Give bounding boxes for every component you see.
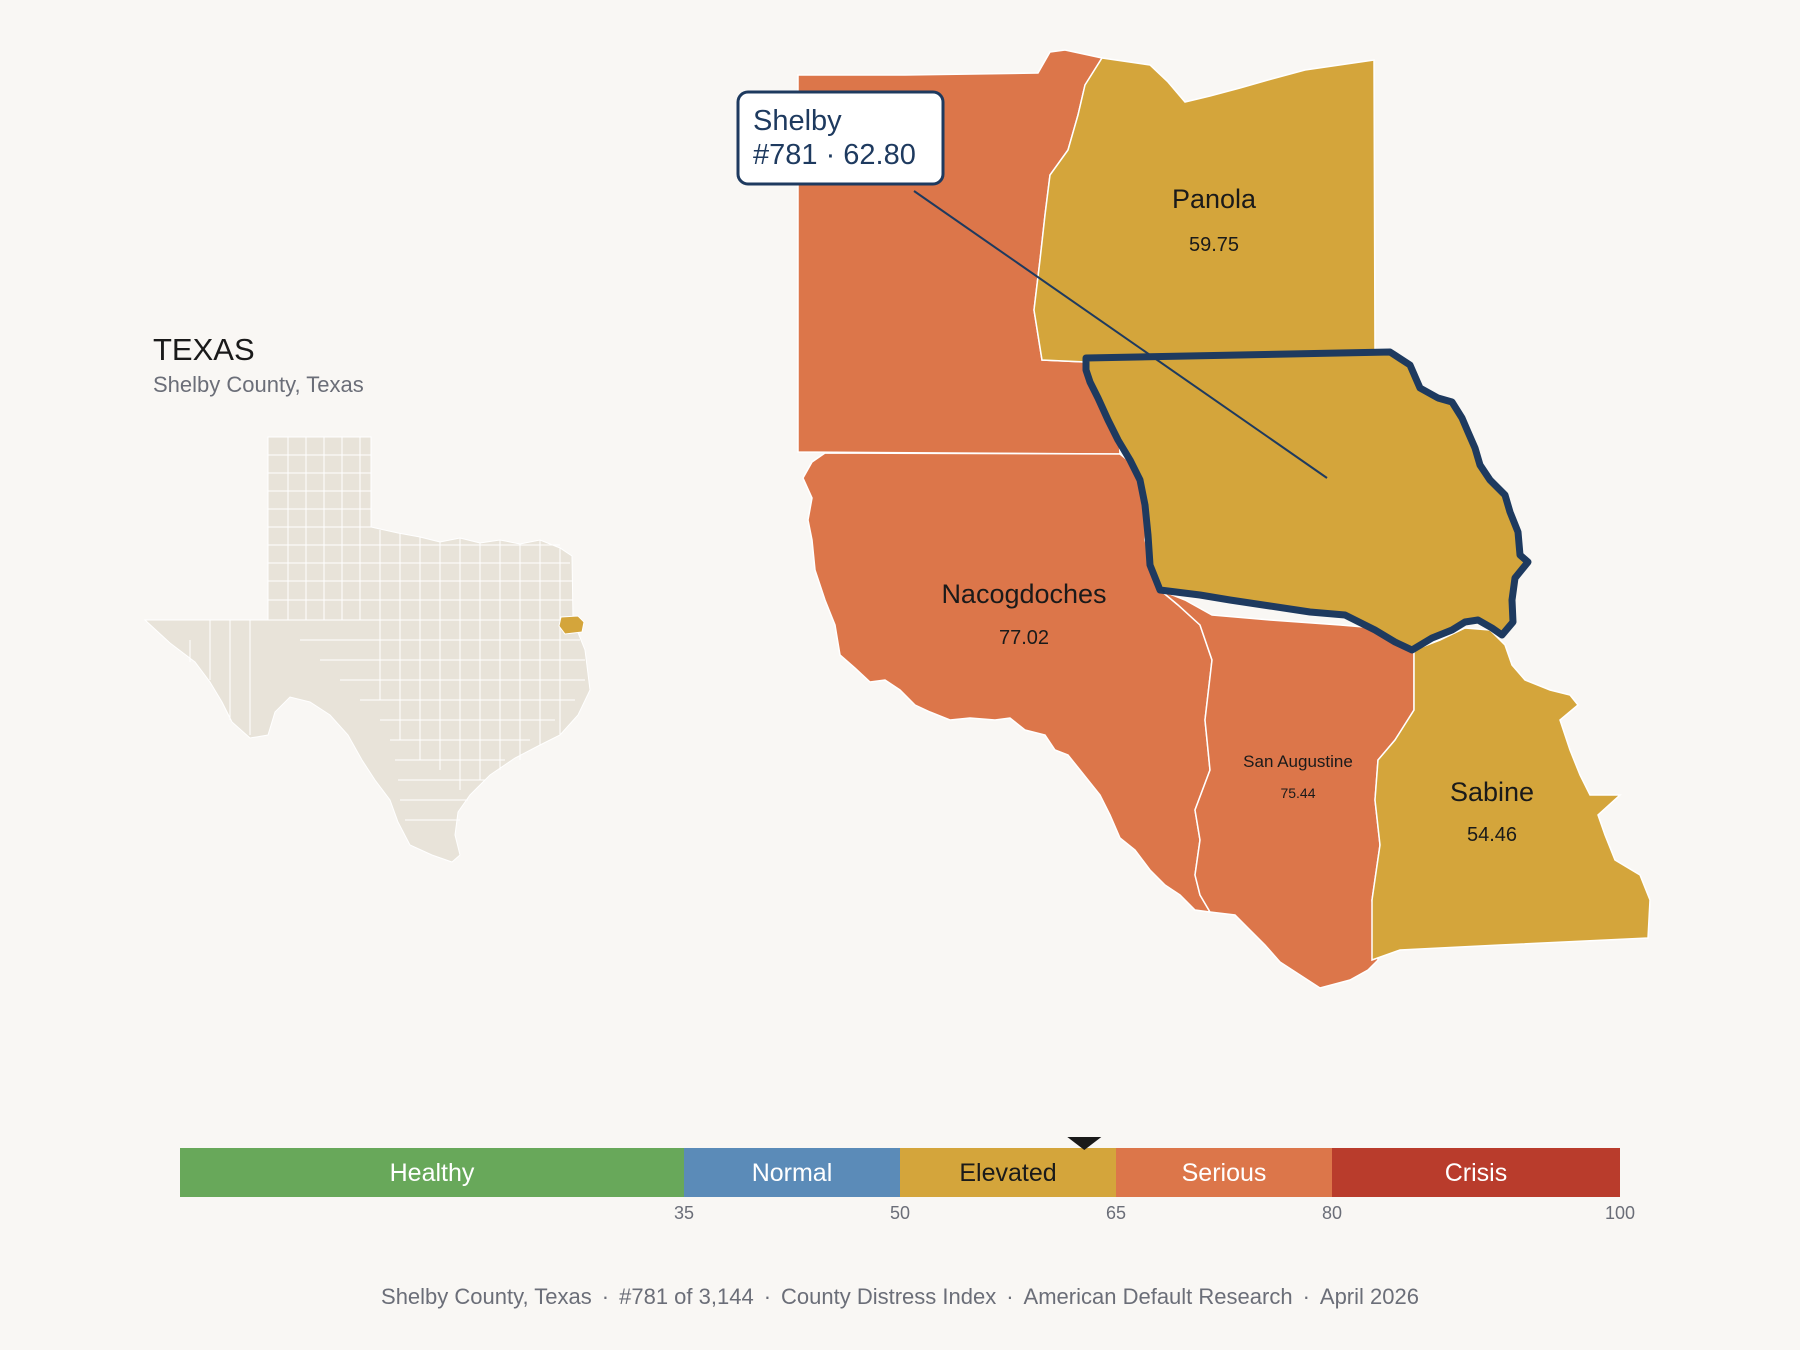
county-sabine[interactable] (1371, 627, 1651, 962)
label-nacogdoches-name: Nacogdoches (941, 579, 1106, 609)
inset-shelby-highlight (558, 615, 585, 635)
legend-band-label: Elevated (959, 1159, 1056, 1187)
callout-leader-line (913, 190, 1328, 479)
shelby-callout: Shelby #781 · 62.80 (736, 90, 1328, 479)
legend-marker-triangle (1067, 1137, 1102, 1150)
callout-box (736, 90, 945, 186)
footer-date: April 2026 (1319, 1284, 1419, 1309)
legend-tick-label: 100 (1605, 1203, 1635, 1223)
texas-inset-map (143, 436, 591, 863)
legend-band-serious (1116, 1148, 1332, 1197)
county-labels: Panola 59.75 Nacogdoches 77.02 San Augus… (941, 184, 1534, 846)
label-san-augustine-value: 75.44 (1280, 785, 1315, 801)
legend-tick-label: 80 (1322, 1203, 1342, 1223)
legend-band-elevated (900, 1148, 1116, 1197)
legend-band-label: Healthy (390, 1159, 475, 1187)
label-san-augustine-name: San Augustine (1243, 752, 1353, 771)
legend-tick-label: 50 (890, 1203, 910, 1223)
footer-county: Shelby County, Texas (381, 1284, 592, 1309)
legend-tick-label: 65 (1106, 1203, 1126, 1223)
inset-subtitle: Shelby County, Texas (153, 372, 364, 397)
legend-tick-label: 35 (674, 1203, 694, 1223)
legend-band-label: Crisis (1445, 1159, 1508, 1187)
footer-index: County Distress Index (781, 1284, 997, 1309)
inset-title: TEXAS (153, 332, 255, 367)
legend-band-healthy (180, 1148, 684, 1197)
label-sabine-value: 54.46 (1467, 824, 1517, 846)
label-sabine-name: Sabine (1450, 777, 1534, 807)
callout-rank-value: #781 · 62.80 (753, 139, 916, 171)
footer-separator: · (1302, 1284, 1310, 1309)
footer-separator: · (763, 1284, 772, 1309)
texas-outline (143, 436, 591, 863)
footer-rank: #781 of 3,144 (619, 1284, 754, 1309)
label-panola-name: Panola (1172, 184, 1257, 214)
callout-county-name: Shelby (753, 105, 842, 137)
distress-legend: Healthy Normal Elevated Serious Crisis 35 50 65… (180, 1137, 1635, 1223)
legend-band-normal (684, 1148, 900, 1197)
footer-separator: · (1006, 1284, 1014, 1309)
county-shelby[interactable] (1082, 348, 1532, 654)
legend-band-crisis (1332, 1148, 1620, 1197)
label-nacogdoches-value: 77.02 (999, 627, 1049, 649)
legend-band-label: Normal (752, 1159, 833, 1187)
footer-org: American Default Research (1023, 1284, 1293, 1309)
footer-separator: · (601, 1284, 610, 1309)
inset-county-grid (189, 437, 585, 821)
label-panola-value: 59.75 (1189, 234, 1239, 256)
footer: Shelby County, Texas · #781 of 3,144 · Count… (0, 1284, 1800, 1310)
legend-band-label: Serious (1182, 1159, 1267, 1187)
